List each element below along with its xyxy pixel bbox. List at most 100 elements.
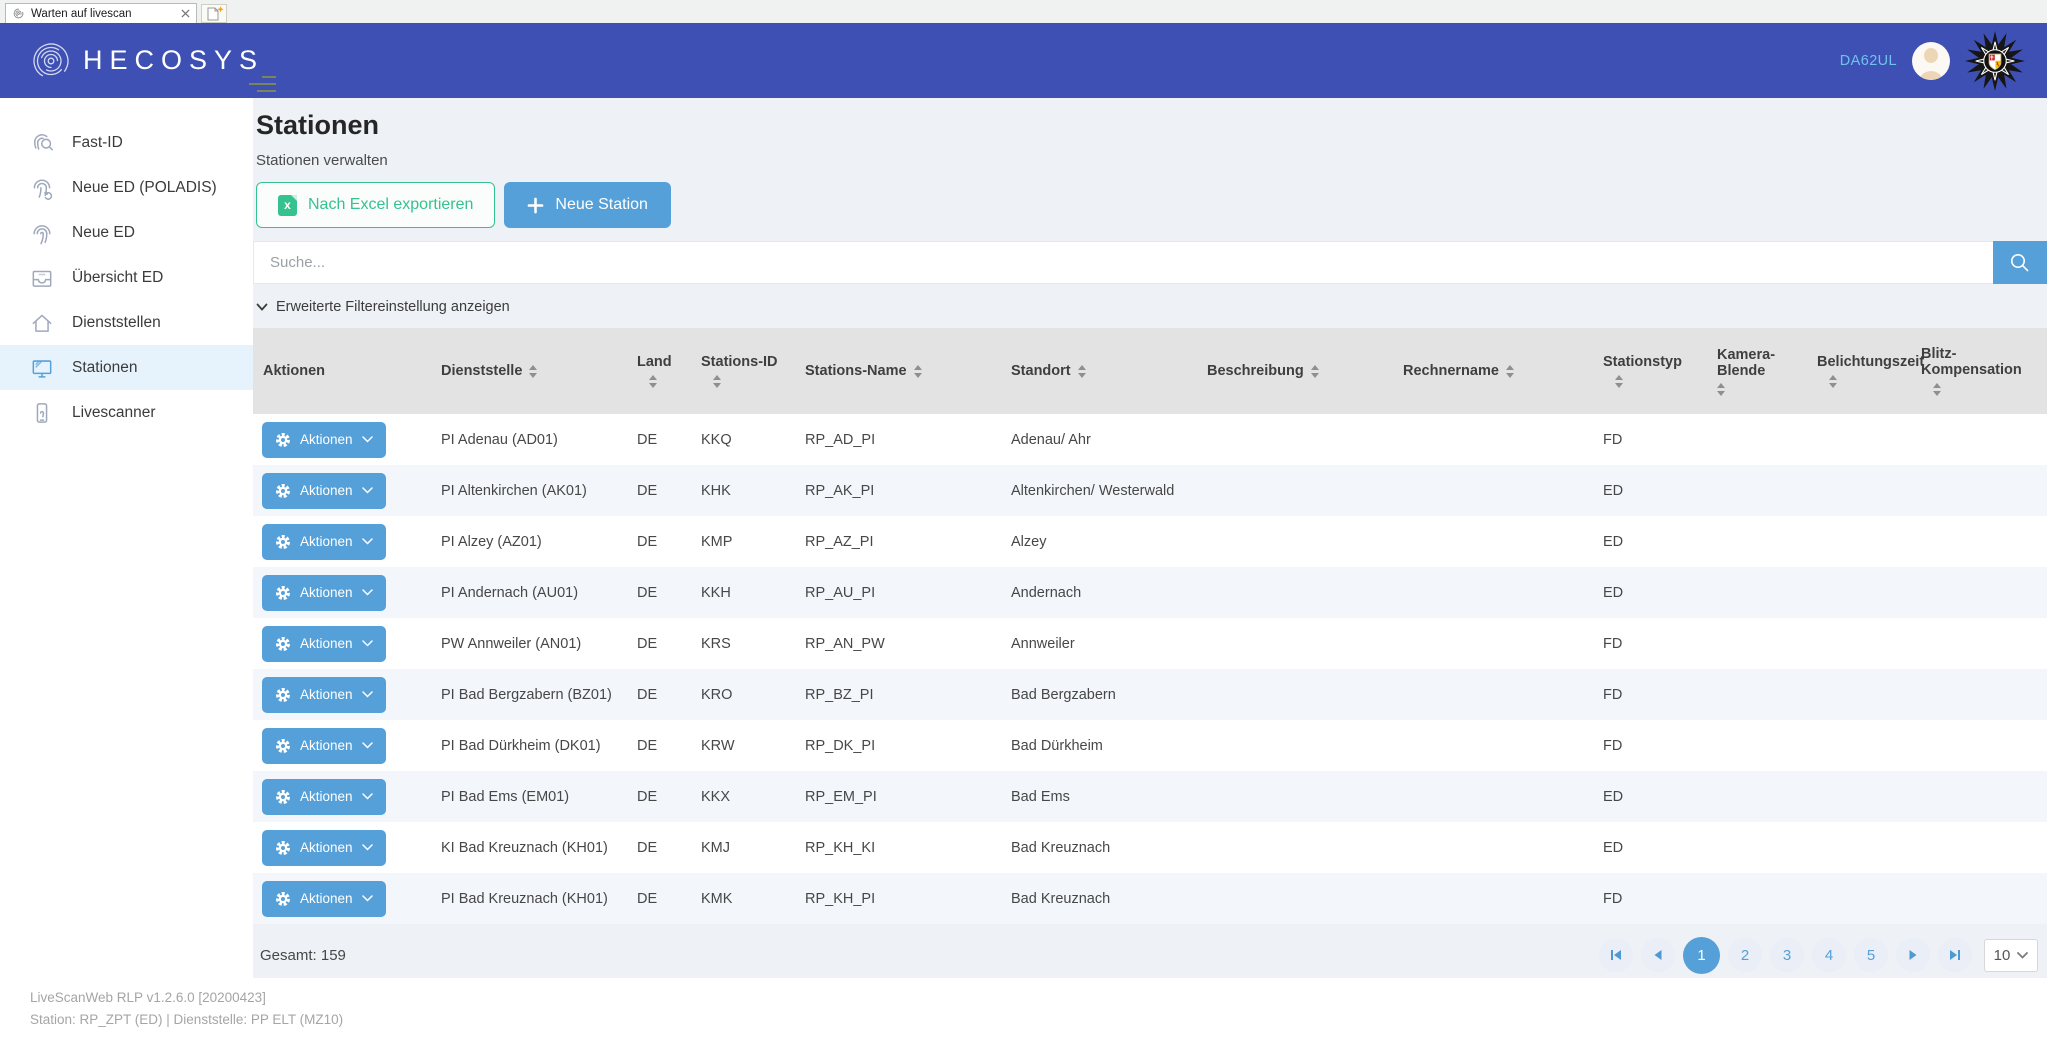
- column-header-standort[interactable]: Standort: [1007, 328, 1203, 414]
- previous-page-button[interactable]: [1641, 938, 1675, 972]
- chevron-down-icon: [361, 691, 373, 698]
- main-area: Fast-ID Neue ED (POLADIS) Neue ED Übersicht…: [0, 98, 2047, 978]
- sort-icon[interactable]: [1077, 364, 1086, 378]
- row-aktionen-button[interactable]: Aktionen: [262, 727, 386, 764]
- avatar[interactable]: [1912, 41, 1950, 80]
- column-header-beschreibung[interactable]: Beschreibung: [1203, 328, 1399, 414]
- table-row: Aktionen PI Bad Dürkheim (DK01) DE KRW RP_DK…: [253, 720, 2047, 771]
- chevron-down-icon: [361, 640, 373, 647]
- row-aktionen-button[interactable]: Aktionen: [262, 523, 386, 560]
- row-aktionen-button[interactable]: Aktionen: [262, 472, 386, 509]
- export-excel-button[interactable]: x Nach Excel exportieren: [256, 182, 496, 228]
- cell-dienststelle: PI Andernach (AU01): [441, 584, 579, 601]
- table-row: Aktionen PI Alzey (AZ01) DE KMP RP_AZ_PI Alze…: [253, 516, 2047, 567]
- last-page-button[interactable]: [1938, 938, 1972, 972]
- column-header-blitz-kompensation[interactable]: Blitz-Kompensation: [1917, 328, 2047, 414]
- menu-icon[interactable]: [249, 76, 276, 97]
- sidebar-item-stationen[interactable]: Stationen: [0, 345, 253, 390]
- page-button-4[interactable]: 4: [1812, 938, 1846, 972]
- sidebar-item-label: Übersicht ED: [72, 268, 164, 286]
- new-tab-button[interactable]: [201, 4, 227, 23]
- cell-stationstyp: FD: [1603, 686, 1623, 703]
- aktionen-button-label: Aktionen: [300, 432, 353, 447]
- actions-cell: Aktionen: [253, 778, 437, 815]
- column-header-belichtungszeit[interactable]: Belichtungszeit: [1813, 328, 1924, 414]
- row-aktionen-button[interactable]: Aktionen: [262, 421, 386, 458]
- cell-stationstyp: ED: [1603, 788, 1624, 805]
- sort-icon[interactable]: [913, 364, 922, 378]
- row-aktionen-button[interactable]: Aktionen: [262, 880, 386, 917]
- actions-cell: Aktionen: [253, 625, 437, 662]
- cell-standort: Bad Kreuznach: [1011, 839, 1111, 856]
- cell-stations_id: KMJ: [701, 839, 730, 856]
- content: Stationen Stationen verwalten x Nach Exc…: [253, 98, 2047, 978]
- sidebar-item-neue-ed-poladis[interactable]: Neue ED (POLADIS): [0, 165, 253, 210]
- column-header-dienststelle[interactable]: Dienststelle: [437, 328, 633, 414]
- sidebar-nav: Fast-ID Neue ED (POLADIS) Neue ED Übersicht…: [0, 98, 253, 978]
- sidebar-item-dienststellen[interactable]: Dienststellen: [0, 300, 253, 345]
- sidebar-item-label: Dienststellen: [72, 313, 161, 331]
- sidebar-item-livescanner[interactable]: Livescanner: [0, 390, 253, 435]
- cell-land: DE: [637, 686, 658, 703]
- search-button[interactable]: [1993, 241, 2047, 284]
- browser-tab[interactable]: Warten auf livescan: [5, 3, 197, 23]
- sidebar-item-label: Neue ED (POLADIS): [72, 178, 217, 196]
- table-body: Aktionen PI Adenau (AD01) DE KKQ RP_AD_PI Ade…: [253, 414, 2047, 924]
- sidebar-item-fast-id[interactable]: Fast-ID: [0, 120, 253, 165]
- fingerprint-icon: [29, 220, 55, 246]
- column-label: Kamera-Blende: [1717, 346, 1776, 379]
- row-aktionen-button[interactable]: Aktionen: [262, 625, 386, 662]
- first-page-icon: [1611, 950, 1621, 960]
- cell-standort: Altenkirchen/ Westerwald: [1011, 482, 1175, 499]
- search-input[interactable]: [253, 241, 1993, 284]
- actions-cell: Aktionen: [253, 574, 437, 611]
- sort-icon[interactable]: [649, 375, 657, 388]
- table-row: Aktionen PI Adenau (AD01) DE KKQ RP_AD_PI Ade…: [253, 414, 2047, 465]
- column-header-kamera-blende[interactable]: Kamera-Blende: [1713, 328, 1813, 414]
- column-label: Dienststelle: [441, 363, 523, 379]
- column-header-stations-id[interactable]: Stations-ID: [697, 328, 801, 414]
- sidebar-item-bersicht-ed[interactable]: Übersicht ED: [0, 255, 253, 300]
- sidebar-item-neue-ed[interactable]: Neue ED: [0, 210, 253, 255]
- sort-icon[interactable]: [713, 375, 721, 388]
- sort-icon[interactable]: [529, 364, 538, 378]
- close-icon[interactable]: [181, 9, 190, 18]
- page-button-1[interactable]: 1: [1683, 936, 1720, 974]
- page-button-2[interactable]: 2: [1728, 938, 1762, 972]
- fingerprint-logo-icon: [33, 42, 69, 79]
- new-station-label: Neue Station: [555, 196, 648, 213]
- column-header-rechnername[interactable]: Rechnername: [1399, 328, 1599, 414]
- row-aktionen-button[interactable]: Aktionen: [262, 574, 386, 611]
- cell-dienststelle: PI Alzey (AZ01): [441, 533, 542, 550]
- row-aktionen-button[interactable]: Aktionen: [262, 778, 386, 815]
- column-header-land[interactable]: Land: [633, 328, 697, 414]
- sort-icon[interactable]: [1310, 364, 1319, 378]
- filter-toggle[interactable]: Erweiterte Filtereinstellung anzeigen: [253, 284, 510, 328]
- actions-cell: Aktionen: [253, 829, 437, 866]
- sort-icon[interactable]: [1505, 364, 1514, 378]
- smartphone-icon: [29, 400, 55, 426]
- page-button-3[interactable]: 3: [1770, 938, 1804, 972]
- first-page-button[interactable]: [1599, 938, 1633, 972]
- column-header-stationstyp[interactable]: Stationstyp: [1599, 328, 1713, 414]
- cell-stations_name: RP_AD_PI: [805, 431, 876, 448]
- page-size-select[interactable]: 10: [1984, 938, 2038, 972]
- column-header-stations-name[interactable]: Stations-Name: [801, 328, 1007, 414]
- row-aktionen-button[interactable]: Aktionen: [262, 676, 386, 713]
- sort-icon[interactable]: [1615, 375, 1623, 388]
- aktionen-button-label: Aktionen: [300, 738, 353, 753]
- cell-dienststelle: PI Altenkirchen (AK01): [441, 482, 587, 499]
- column-label: Blitz-Kompensation: [1921, 346, 2022, 378]
- cell-dienststelle: PI Bad Bergzabern (BZ01): [441, 686, 612, 703]
- next-page-button[interactable]: [1896, 938, 1930, 972]
- aktionen-button-label: Aktionen: [300, 483, 353, 498]
- gear-icon: [276, 585, 290, 600]
- sort-icon[interactable]: [1717, 382, 1725, 396]
- sort-icon[interactable]: [1933, 383, 1941, 396]
- new-station-button[interactable]: Neue Station: [504, 182, 671, 228]
- page-button-5[interactable]: 5: [1854, 938, 1888, 972]
- aktionen-button-label: Aktionen: [300, 687, 353, 702]
- row-aktionen-button[interactable]: Aktionen: [262, 829, 386, 866]
- cell-standort: Bad Bergzabern: [1011, 686, 1116, 703]
- sort-icon[interactable]: [1829, 375, 1837, 388]
